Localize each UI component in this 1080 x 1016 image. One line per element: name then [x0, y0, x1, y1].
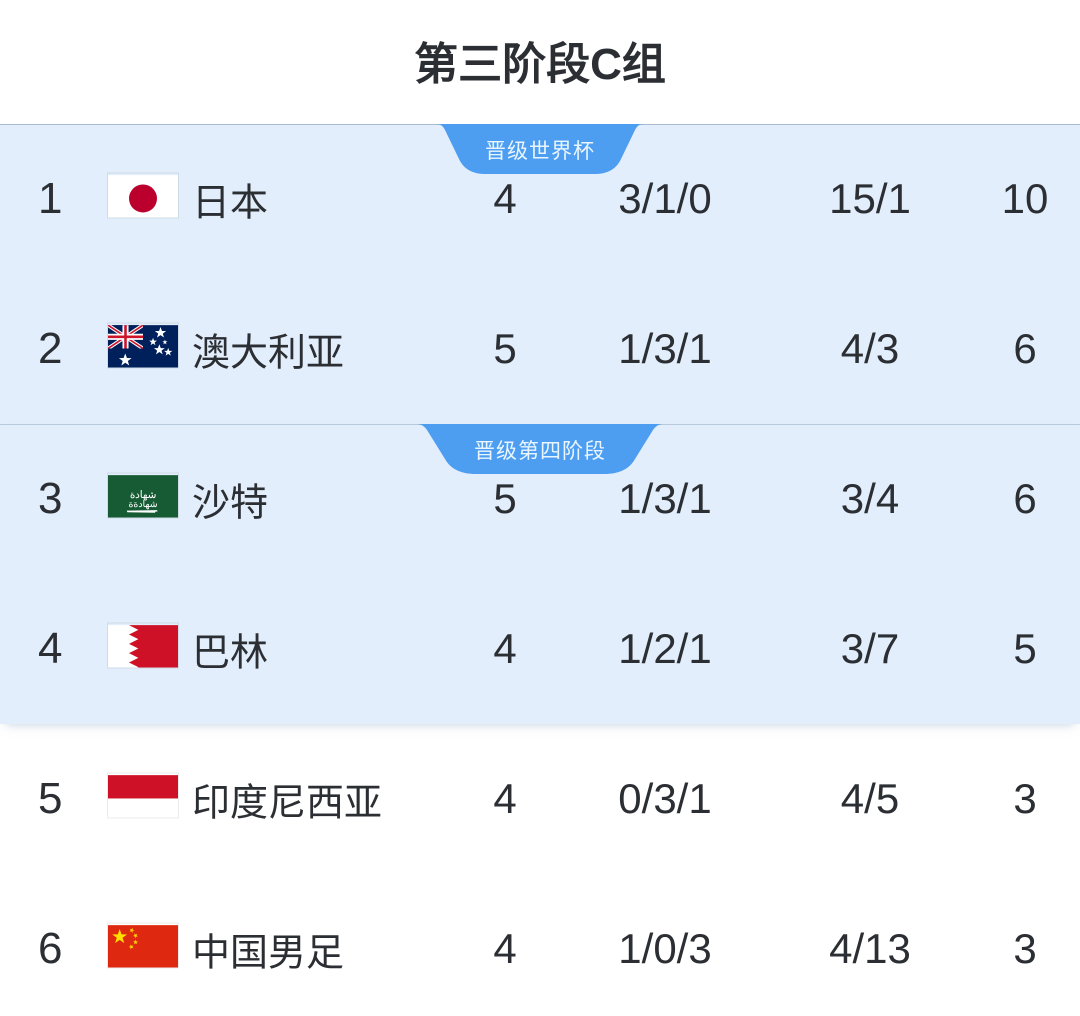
- svg-text:شهادةة: شهادةة: [129, 499, 158, 510]
